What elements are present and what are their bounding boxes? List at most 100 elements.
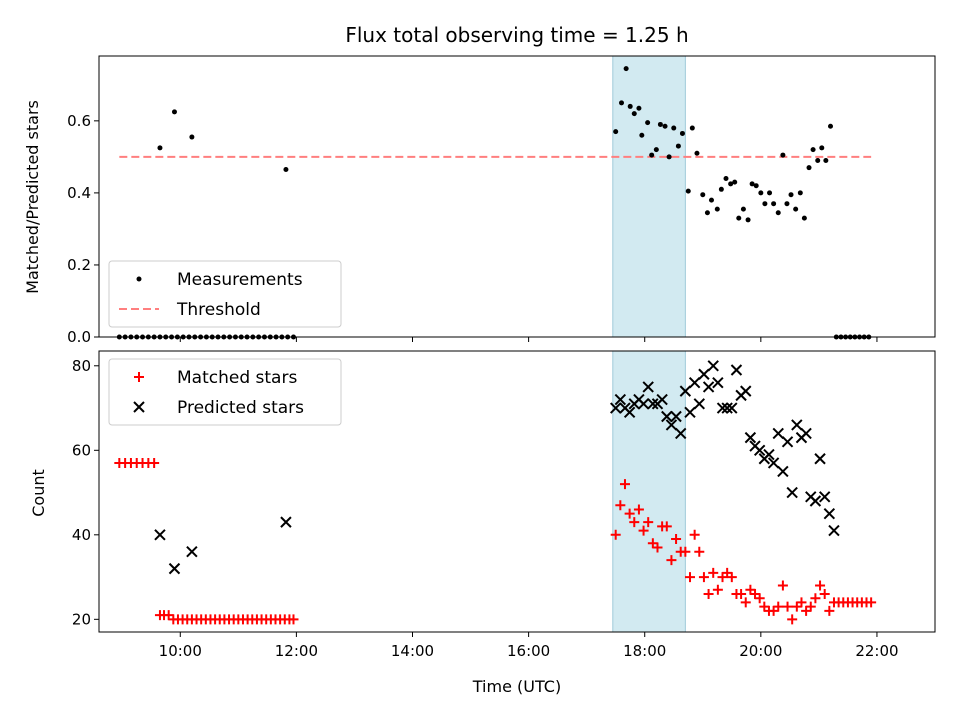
- predicted-star-point: [647, 398, 659, 410]
- top-panel: Matched/Predicted stars 0.0 0.2 0.4 0.6 Meas…: [23, 55, 936, 346]
- predicted-star-point: [726, 402, 738, 414]
- matched-star-point: [661, 521, 672, 532]
- predicted-star-point: [818, 491, 831, 503]
- measurement-point: [189, 134, 195, 140]
- bottom-y-tick-label: 20: [72, 610, 91, 628]
- measurement-point: [740, 206, 746, 212]
- predicted-star-point: [753, 444, 766, 457]
- predicted-star-point: [702, 381, 715, 393]
- matched-star-point: [819, 588, 830, 599]
- predicted-star-point: [688, 376, 701, 389]
- predicted-star-point: [744, 431, 757, 444]
- predicted-star-point: [712, 376, 724, 389]
- measurement-point: [780, 152, 786, 158]
- x-tick-label: 14:00: [391, 642, 434, 660]
- measurement-point: [823, 157, 829, 163]
- top-y-tick-label: 0.0: [67, 328, 91, 346]
- predicted-star-point: [823, 507, 836, 520]
- predicted-star-point: [828, 524, 840, 537]
- matched-star-point: [633, 504, 644, 515]
- measurement-point: [762, 201, 768, 207]
- matched-star-point: [866, 597, 877, 608]
- measurement-point: [753, 183, 759, 189]
- matched-star-point: [689, 529, 700, 540]
- measurement-point: [749, 181, 755, 187]
- predicted-star-point: [698, 368, 710, 380]
- matched-star-point: [680, 546, 691, 557]
- predicted-star-point: [809, 495, 822, 507]
- bottom-y-axis-label: Count: [29, 469, 48, 517]
- matched-star-point: [685, 572, 696, 583]
- measurement-point: [649, 152, 655, 158]
- top-highlight-span: [612, 55, 686, 338]
- measurement-point: [810, 147, 816, 153]
- measurement-point: [689, 125, 695, 131]
- legend-label: Predicted stars: [177, 398, 304, 418]
- x-tick-label: 22:00: [855, 642, 898, 660]
- matched-star-point: [149, 457, 160, 468]
- predicted-star-point: [791, 419, 803, 431]
- matched-star-point: [810, 593, 821, 604]
- predicted-star-point: [675, 427, 687, 440]
- measurement-point: [679, 130, 685, 136]
- measurement-point: [745, 217, 751, 223]
- legend-label: Matched stars: [177, 368, 297, 388]
- matched-star-point: [815, 580, 826, 591]
- top-legend-box: [108, 260, 342, 328]
- predicted-star-point: [186, 546, 198, 558]
- bottom-y-tick-label: 60: [72, 441, 91, 459]
- measurement-point: [784, 201, 790, 207]
- bottom-series-predicted-stars: [154, 360, 840, 575]
- measurement-point: [704, 210, 710, 216]
- predicted-star-point: [740, 385, 752, 397]
- legend-marker-dot: [136, 276, 142, 282]
- measurement-point: [283, 166, 289, 172]
- bottom-axes-frame: [98, 350, 936, 633]
- measurement-point: [775, 210, 781, 216]
- predicted-star-point: [614, 393, 627, 406]
- measurement-point: [636, 105, 642, 111]
- measurement-point: [657, 121, 663, 127]
- predicted-star-point: [168, 562, 181, 575]
- matched-star-point: [787, 614, 798, 625]
- measurement-point: [819, 145, 825, 151]
- measurement-point: [671, 125, 677, 131]
- measurement-point: [788, 192, 794, 198]
- predicted-star-point: [814, 453, 826, 465]
- measurement-point: [728, 181, 734, 187]
- predicted-star-point: [730, 364, 743, 376]
- predicted-star-point: [767, 457, 780, 469]
- bottom-legend-box: [108, 358, 342, 426]
- measurement-point: [631, 111, 637, 117]
- predicted-star-point: [665, 419, 678, 431]
- measurement-point: [694, 150, 700, 156]
- measurement-point: [736, 215, 742, 221]
- measurement-point: [767, 190, 773, 196]
- chart-title: Flux total observing time = 1.25 h: [345, 23, 688, 47]
- matched-star-point: [754, 593, 765, 604]
- predicted-star-point: [670, 410, 682, 423]
- predicted-star-point: [642, 381, 654, 393]
- top-axes-frame: [98, 55, 936, 338]
- bottom-series-matched-stars: [114, 457, 877, 625]
- matched-star-point: [777, 580, 788, 591]
- predicted-star-point: [623, 406, 636, 418]
- measurement-point: [806, 165, 812, 171]
- matched-star-point: [712, 584, 723, 595]
- predicted-star-point: [772, 427, 784, 440]
- legend-marker-x: [133, 401, 145, 413]
- matched-star-point: [805, 601, 816, 612]
- measurement-point: [662, 123, 668, 129]
- measurement-point: [639, 132, 645, 138]
- predicted-star-point: [786, 486, 798, 499]
- measurement-point: [801, 215, 807, 221]
- measurement-point: [700, 192, 706, 198]
- matched-star-point: [615, 500, 626, 511]
- matched-star-point: [624, 508, 635, 519]
- matched-star-point: [708, 567, 719, 578]
- legend-marker-plus: [134, 372, 144, 382]
- bottom-panel: Count 20 40 60 80 10:00 12:00 14:00 16:00 18:00 2…: [29, 350, 936, 660]
- predicted-star-point: [679, 385, 692, 397]
- predicted-star-point: [777, 465, 789, 478]
- legend-label: Measurements: [177, 270, 303, 290]
